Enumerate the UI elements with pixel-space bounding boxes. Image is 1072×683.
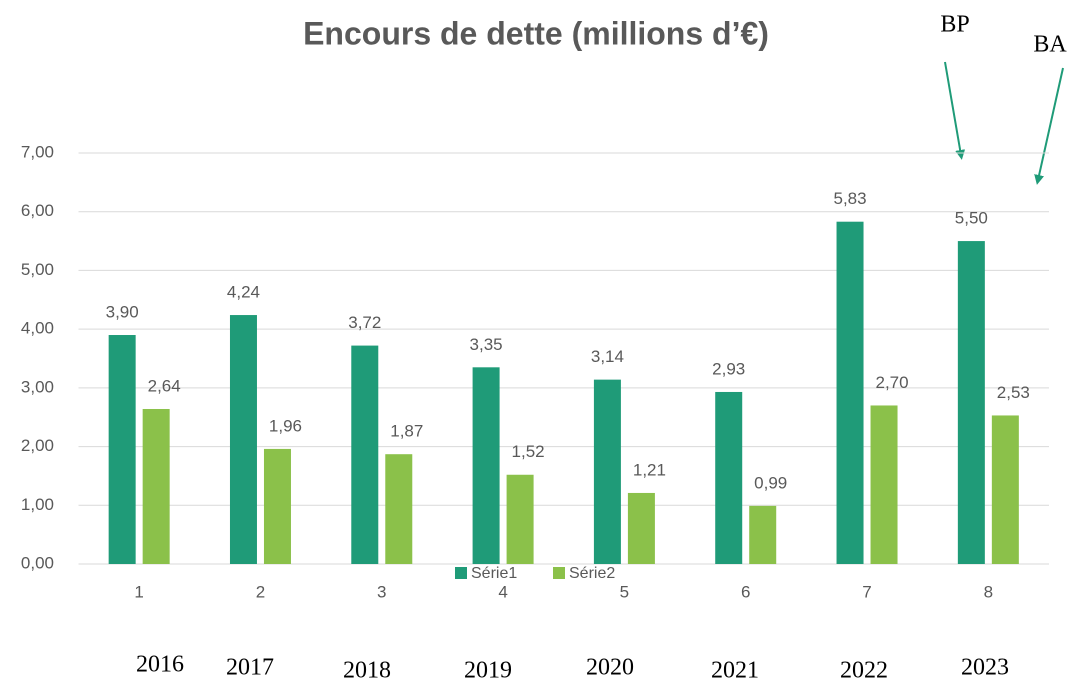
year-label: 2023 xyxy=(961,655,1009,681)
data-label: 4,24 xyxy=(227,283,260,302)
data-label: 2,70 xyxy=(875,373,908,392)
data-label: 5,83 xyxy=(833,189,866,208)
legend-swatch xyxy=(455,567,467,579)
data-label: 3,90 xyxy=(106,302,139,321)
y-tick-label: 3,00 xyxy=(21,377,54,396)
data-label: 1,21 xyxy=(633,460,666,479)
arrow xyxy=(1034,67,1064,185)
data-label: 2,53 xyxy=(997,383,1030,402)
data-label: 0,99 xyxy=(754,473,787,492)
data-label: 2,93 xyxy=(712,359,745,378)
bar xyxy=(957,241,985,565)
bar xyxy=(870,405,898,564)
year-label: 2020 xyxy=(586,655,634,681)
y-tick-label: 5,00 xyxy=(21,260,54,279)
data-label: 2,64 xyxy=(148,376,181,395)
bar xyxy=(627,492,655,564)
bar xyxy=(263,448,291,564)
x-tick-label: 3 xyxy=(377,582,386,601)
legend-label: Série1 xyxy=(471,565,517,582)
x-tick-label: 6 xyxy=(741,582,750,601)
data-label: 1,52 xyxy=(512,442,545,461)
year-label: 2021 xyxy=(711,658,759,683)
data-label: 5,50 xyxy=(955,209,988,228)
bar xyxy=(749,505,777,564)
x-tick-label: 5 xyxy=(620,582,629,601)
x-tick-label: 2 xyxy=(256,582,265,601)
bar xyxy=(142,408,170,564)
arrow xyxy=(944,61,966,160)
annotation: BP xyxy=(940,12,969,38)
year-label: 2022 xyxy=(840,658,888,683)
bar xyxy=(229,315,257,564)
data-label: 1,96 xyxy=(269,416,302,435)
chart-title: Encours de dette (millions d’€) xyxy=(303,15,769,51)
year-label: 2016 xyxy=(136,652,184,678)
bar xyxy=(351,345,379,564)
y-tick-label: 1,00 xyxy=(21,495,54,514)
y-tick-label: 0,00 xyxy=(21,553,54,572)
x-tick-label: 8 xyxy=(984,582,993,601)
bar xyxy=(836,221,864,564)
x-tick-label: 1 xyxy=(134,582,143,601)
bar xyxy=(593,379,621,564)
legend-swatch xyxy=(553,567,565,579)
year-label: 2018 xyxy=(343,658,391,683)
x-tick-label: 4 xyxy=(498,582,507,601)
y-tick-label: 7,00 xyxy=(21,142,54,161)
bar xyxy=(506,474,534,564)
annotation: BA xyxy=(1033,32,1067,58)
data-label: 3,72 xyxy=(348,313,381,332)
data-label: 3,35 xyxy=(470,335,503,354)
y-tick-label: 4,00 xyxy=(21,319,54,338)
data-label: 1,87 xyxy=(390,422,423,441)
data-label: 3,14 xyxy=(591,347,624,366)
bar xyxy=(472,367,500,564)
y-tick-label: 2,00 xyxy=(21,436,54,455)
bar xyxy=(715,391,743,564)
legend-label: Série2 xyxy=(569,565,615,582)
bar xyxy=(108,335,136,564)
bar xyxy=(385,454,413,564)
y-tick-label: 6,00 xyxy=(21,201,54,220)
year-label: 2019 xyxy=(464,658,512,683)
bar xyxy=(991,415,1019,564)
x-tick-label: 7 xyxy=(862,582,871,601)
year-label: 2017 xyxy=(226,655,274,681)
